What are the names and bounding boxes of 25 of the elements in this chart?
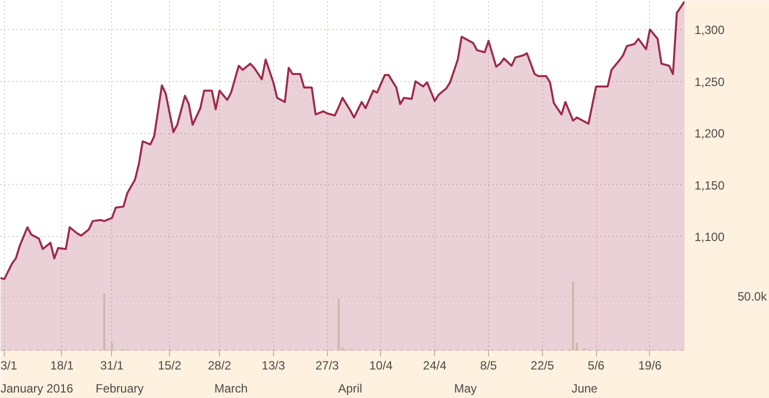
y-tick-label: 1,200 — [694, 126, 725, 141]
x-tick-label: 10/4 — [369, 358, 393, 372]
x-tick-label: 31/1 — [100, 358, 124, 372]
y-tick-label: 1,250 — [694, 74, 725, 89]
x-tick-label: 3/1 — [0, 358, 18, 372]
x-tick-label: 8/5 — [480, 358, 498, 372]
y-tick-label: 1,100 — [694, 230, 725, 244]
text: January 2016 — [0, 382, 74, 396]
text: May — [454, 382, 477, 396]
text: March — [214, 382, 248, 396]
y-tick-label: 1,150 — [694, 178, 725, 192]
x-tick-label: 28/2 — [208, 358, 232, 372]
y-tick-label: 1,300 — [694, 22, 725, 37]
x-tick-label: 22/5 — [530, 358, 554, 372]
x-tick-label: 18/1 — [50, 358, 74, 372]
x-tick-label: 24/4 — [423, 358, 447, 372]
x-tick-label: 19/6 — [638, 358, 662, 372]
y2-tick-label: 50.0k — [738, 290, 768, 304]
x-tick-label: 5/6 — [588, 358, 605, 372]
x-tick-label: 13/3 — [262, 358, 286, 372]
text: April — [338, 382, 362, 396]
text: February — [96, 382, 144, 396]
x-tick-label: 27/3 — [315, 358, 340, 372]
text: June — [572, 382, 598, 396]
x-tick-label: 15/2 — [158, 358, 182, 372]
